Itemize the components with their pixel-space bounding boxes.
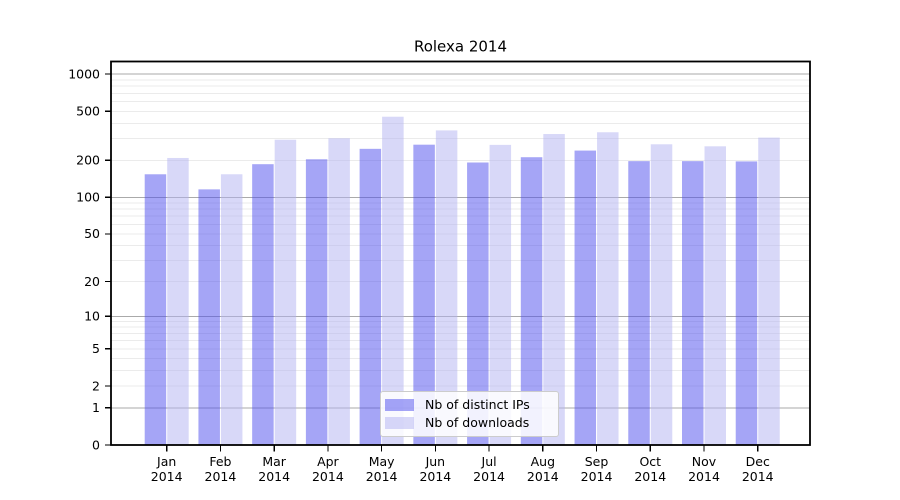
- y-tick-label-2: 2: [92, 378, 100, 393]
- x-tick-label-year-jan: 2014: [151, 469, 183, 484]
- bar-ips-feb: [198, 189, 220, 445]
- bar-ips-jan: [144, 174, 167, 445]
- x-tick-label-year-jun: 2014: [419, 469, 451, 484]
- bar-ips-mar: [252, 164, 274, 445]
- bar-ips-may: [359, 148, 382, 445]
- legend-swatch-downloads: [385, 417, 414, 429]
- x-tick-label-month-mar: Mar: [262, 454, 286, 469]
- bar-downloads-jun: [435, 130, 458, 446]
- y-tick-label-1: 1: [92, 400, 100, 415]
- y-tick-label-10: 10: [84, 309, 100, 324]
- x-tick-label-month-feb: Feb: [209, 454, 231, 469]
- bar-downloads-may: [382, 116, 404, 445]
- y-tick-label-500: 500: [76, 104, 100, 119]
- x-tick-label-month-jan: Jan: [156, 454, 176, 469]
- x-tick-label-year-feb: 2014: [205, 469, 237, 484]
- legend: Nb of distinct IPs Nb of downloads: [380, 391, 559, 437]
- x-tick-label-year-aug: 2014: [527, 469, 559, 484]
- legend-swatch-distinct-ips: [385, 399, 414, 411]
- bar-ips-dec: [735, 161, 758, 445]
- x-tick-label-year-jul: 2014: [473, 469, 505, 484]
- x-tick-label-month-may: May: [369, 454, 395, 469]
- y-tick-label-20: 20: [84, 274, 100, 289]
- x-tick-label-month-jul: Jul: [481, 454, 497, 469]
- x-tick-label-month-aug: Aug: [531, 454, 555, 469]
- bar-downloads-feb: [220, 174, 243, 445]
- legend-label-downloads: Nb of downloads: [425, 415, 530, 430]
- y-tick-label-5: 5: [92, 341, 100, 356]
- x-tick-label-year-sep: 2014: [581, 469, 613, 484]
- bar-ips-jun: [413, 144, 435, 445]
- bar-downloads-mar: [274, 139, 297, 446]
- x-tick-label-year-mar: 2014: [258, 469, 290, 484]
- bar-ips-apr: [305, 159, 328, 446]
- bar-ips-sep: [574, 150, 597, 445]
- legend-label-distinct-ips: Nb of distinct IPs: [425, 397, 530, 412]
- bar-downloads-jul: [489, 144, 512, 445]
- x-tick-label-year-may: 2014: [366, 469, 398, 484]
- x-tick-label-year-nov: 2014: [688, 469, 720, 484]
- chart-title: Rolexa 2014: [414, 38, 507, 56]
- plot-border: [110, 60, 811, 446]
- bar-downloads-jan: [167, 157, 189, 445]
- x-tick-label-month-jun: Jun: [425, 454, 446, 469]
- x-tick-label-year-oct: 2014: [634, 469, 666, 484]
- x-tick-label-year-apr: 2014: [312, 469, 344, 484]
- bar-downloads-dec: [758, 137, 780, 445]
- bar-downloads-aug: [543, 134, 565, 445]
- y-tick-label-1000: 1000: [68, 66, 100, 81]
- x-tick-label-month-apr: Apr: [317, 454, 339, 469]
- x-tick-label-month-nov: Nov: [692, 454, 717, 469]
- legend-item-distinct-ips: Nb of distinct IPs: [385, 396, 548, 414]
- x-tick-label-month-sep: Sep: [585, 454, 609, 469]
- bar-downloads-nov: [704, 146, 726, 446]
- bar-ips-aug: [520, 157, 543, 445]
- bar-ips-nov: [682, 161, 704, 445]
- legend-item-downloads: Nb of downloads: [385, 414, 548, 432]
- y-tick-label-0: 0: [92, 437, 100, 452]
- bar-ips-oct: [628, 161, 650, 445]
- x-tick-label-year-dec: 2014: [742, 469, 774, 484]
- x-tick-label-month-oct: Oct: [639, 454, 661, 469]
- y-tick-label-100: 100: [76, 190, 100, 205]
- bar-downloads-oct: [650, 144, 673, 446]
- bar-downloads-apr: [328, 138, 350, 445]
- x-tick-label-month-dec: Dec: [746, 454, 770, 469]
- y-tick-label-200: 200: [76, 153, 100, 168]
- bar-ips-jul: [467, 162, 489, 445]
- y-tick-label-50: 50: [84, 226, 100, 241]
- bar-downloads-sep: [597, 132, 619, 445]
